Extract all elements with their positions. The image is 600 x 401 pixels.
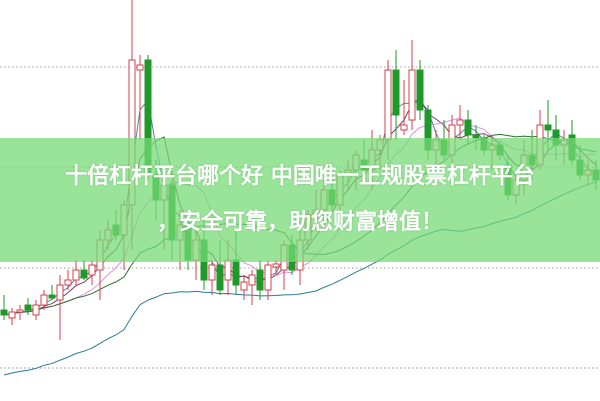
candle-up	[56, 284, 64, 301]
candle-up	[16, 309, 24, 313]
candle-up	[248, 274, 256, 286]
candle-up	[408, 69, 416, 121]
candle-up	[32, 304, 40, 316]
candle-up	[208, 264, 216, 281]
candle-down	[48, 294, 56, 299]
candle-up	[40, 294, 48, 306]
candle-up	[136, 64, 144, 71]
candle-down	[416, 69, 424, 111]
candle-up	[264, 264, 272, 291]
candle-up	[8, 311, 16, 319]
candle-down	[216, 264, 224, 291]
candle-up	[64, 279, 72, 286]
candle-down	[232, 259, 240, 286]
candle-up	[72, 269, 80, 281]
candle-up	[224, 259, 232, 281]
candle-up	[456, 119, 464, 126]
candle-down	[24, 304, 32, 311]
candle-down	[256, 269, 264, 291]
candle-down	[464, 119, 472, 136]
candle-down	[544, 124, 552, 131]
candle-up	[88, 264, 96, 276]
promo-banner: 十倍杠杆平台哪个好 中国唯一正规股票杠杆平台 ，安全可靠，助您财富增值！	[0, 138, 600, 262]
candle-down	[0, 309, 8, 316]
candle-up	[400, 124, 408, 131]
candle-down	[392, 69, 400, 116]
banner-subline: ，安全可靠，助您财富增值！	[156, 210, 443, 235]
candle-down	[80, 269, 88, 279]
banner-headline: 十倍杠杆平台哪个好 中国唯一正规股票杠杆平台	[65, 164, 535, 189]
candle-up	[240, 281, 248, 291]
candle-up	[384, 69, 392, 141]
candle-up	[272, 263, 280, 268]
